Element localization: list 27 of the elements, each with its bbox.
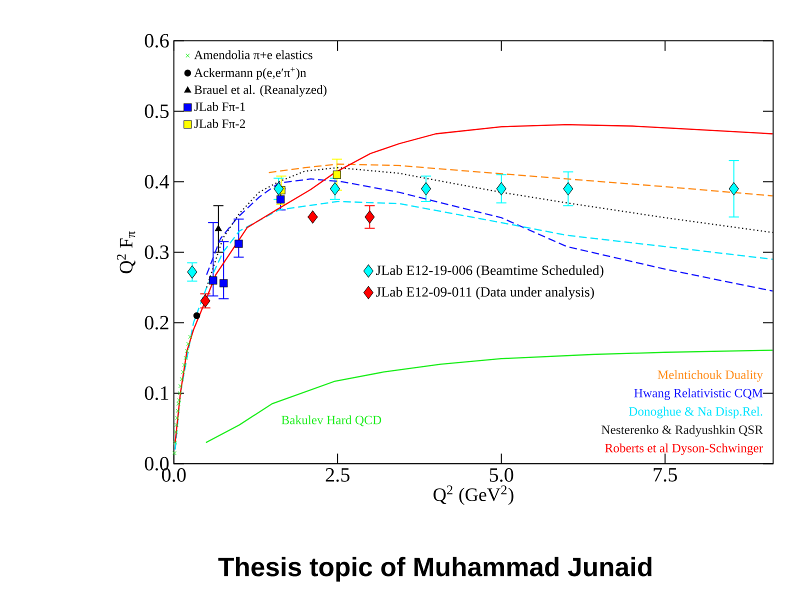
legend-label: Ackermann p(e,e′π$^{+}$)n bbox=[194, 67, 306, 80]
x-tick-label: 2.5 bbox=[326, 468, 350, 482]
legend-label: JLab E12-09-011 (Data under analysis) bbox=[376, 286, 594, 300]
y-tick-label: 0.3 bbox=[144, 245, 169, 260]
x-tick-label: 5.0 bbox=[490, 468, 514, 482]
legend-label: Amendolia π+e elastics bbox=[194, 50, 312, 60]
text: Donoghue & Na Disp.Rel. bbox=[628, 406, 762, 418]
y-tick-label: 0.4 bbox=[144, 174, 170, 189]
y-tick-label: 0.6 bbox=[144, 34, 169, 48]
legend-label: JLab Fπ-2 bbox=[194, 119, 245, 128]
series-label: Bakulev Hard QCD bbox=[282, 415, 382, 426]
x-tick-label: 0.0 bbox=[162, 468, 186, 482]
text: Roberts et al Dyson-Schwinger bbox=[605, 443, 763, 455]
legend-label: JLab E12-19-006 (Beamtime Scheduled) bbox=[376, 265, 604, 278]
text: Nesterenko & Radyushkin QSR bbox=[602, 425, 764, 437]
y-tick-label: 0.0 bbox=[144, 456, 169, 470]
x-tick-label: 7.5 bbox=[654, 468, 677, 482]
y-tick-label: 0.5 bbox=[144, 104, 169, 118]
legend-label: JLab Fπ-1 bbox=[194, 102, 245, 111]
text: Melntichouk Duality bbox=[658, 370, 764, 382]
y-tick-label: 0.1 bbox=[144, 386, 168, 400]
y-axis-title: Q$^{2}$ F$_{π}$ bbox=[116, 231, 136, 274]
y-tick-label: 0.2 bbox=[144, 316, 168, 330]
text: Hwang Relativistic CQM bbox=[634, 388, 763, 400]
x-axis-title: Q$^{2}$ (GeV$^{2}$) bbox=[434, 485, 514, 505]
text: Thesis topic of Muhammad Junaid bbox=[218, 556, 652, 582]
legend-label: Brauel et al. (Reanalyzed) bbox=[194, 85, 326, 97]
